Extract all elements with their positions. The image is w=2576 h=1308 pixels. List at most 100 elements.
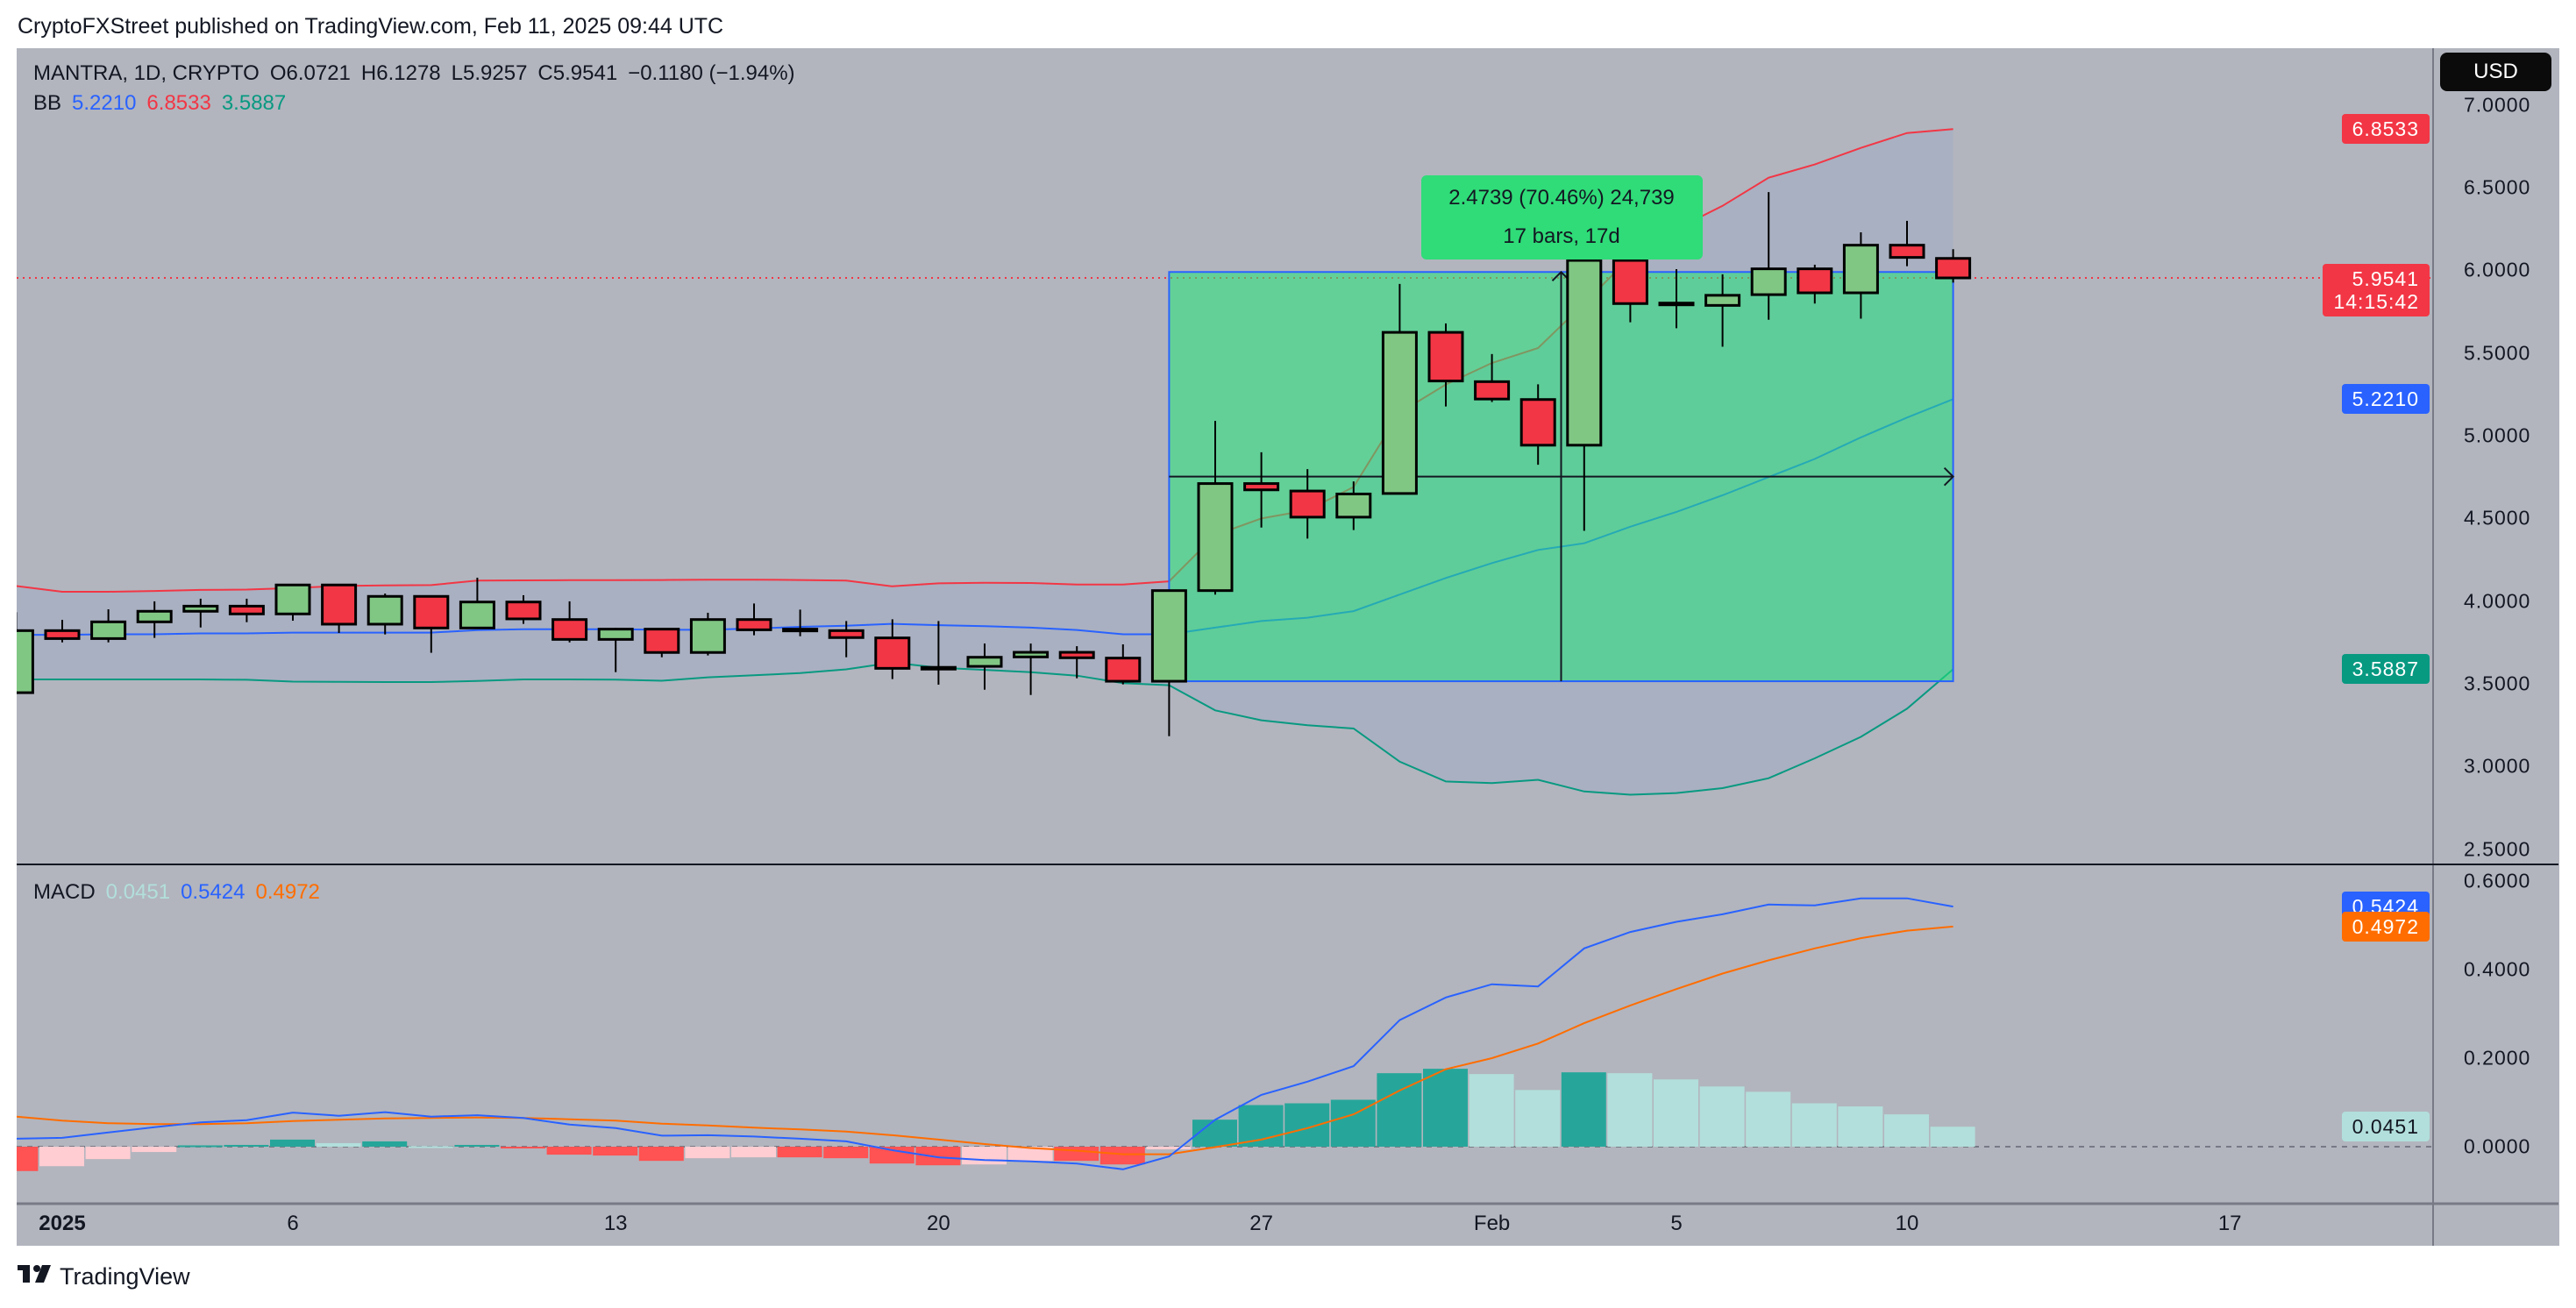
candle-body-down bbox=[644, 628, 680, 654]
candle-body-up bbox=[90, 620, 127, 640]
macd-label[interactable]: MACD bbox=[33, 880, 96, 904]
candle bbox=[1935, 249, 1972, 283]
time-axis-tick: 20 bbox=[927, 1212, 950, 1235]
price-axis-tick: 3.0000 bbox=[2464, 754, 2531, 778]
macd-line bbox=[17, 897, 1953, 1170]
close-value: C5.9541 bbox=[537, 61, 618, 85]
price-badge: 3.5887 bbox=[2341, 654, 2430, 685]
candle-body-down bbox=[1058, 650, 1095, 659]
macd-histogram-bar bbox=[1284, 1103, 1330, 1147]
tradingview-logo-icon bbox=[18, 1262, 53, 1290]
bb-lower-value: 3.5887 bbox=[221, 91, 287, 115]
candle-body-down bbox=[1519, 398, 1556, 447]
macd-histogram-bar bbox=[1884, 1114, 1929, 1147]
macd-histogram-bar bbox=[915, 1147, 961, 1166]
candle-body-down bbox=[828, 629, 865, 639]
macd-histogram-bar bbox=[1146, 1147, 1192, 1150]
candle bbox=[1566, 229, 1603, 531]
macd-histogram-bar bbox=[1607, 1073, 1653, 1147]
candle bbox=[1658, 269, 1695, 329]
candle bbox=[1013, 643, 1050, 695]
macd-histogram-bar bbox=[270, 1139, 315, 1147]
macd-histogram-bar bbox=[685, 1147, 730, 1159]
macd-histogram-bar bbox=[362, 1141, 408, 1147]
candle-body-up bbox=[1566, 259, 1603, 447]
candle bbox=[1474, 353, 1511, 402]
candle-body-down bbox=[736, 618, 772, 631]
macd-histogram-bar bbox=[224, 1144, 269, 1147]
candle bbox=[1289, 469, 1326, 539]
candle bbox=[182, 598, 219, 628]
price-axis-tick: 6.0000 bbox=[2464, 258, 2531, 281]
macd-histogram-bar bbox=[1192, 1120, 1237, 1147]
candle bbox=[321, 583, 358, 633]
change-value: −0.1180 (−1.94%) bbox=[628, 61, 795, 85]
candle bbox=[90, 608, 127, 643]
macd-histogram-bar bbox=[1469, 1074, 1514, 1147]
price-axis-tick: 6.5000 bbox=[2464, 175, 2531, 199]
candle bbox=[966, 643, 1003, 690]
candle bbox=[1842, 231, 1879, 319]
candle-body-down bbox=[782, 628, 819, 633]
candle-body-up bbox=[1842, 244, 1879, 295]
candle-body-down bbox=[551, 618, 588, 641]
candle-body-down bbox=[228, 604, 265, 615]
currency-button[interactable]: USD bbox=[2440, 53, 2551, 91]
arrow-right-icon bbox=[1943, 466, 1955, 487]
macd-histogram-bar bbox=[638, 1147, 684, 1162]
badge-value: 6.8533 bbox=[2352, 117, 2419, 141]
candle bbox=[1519, 384, 1556, 466]
candle-body-up bbox=[1150, 589, 1187, 683]
candle bbox=[1889, 220, 1925, 267]
open-value: O6.0721 bbox=[269, 61, 351, 85]
high-value: H6.1278 bbox=[360, 61, 441, 85]
candle-body-down bbox=[1105, 657, 1142, 683]
macd-histogram-bar bbox=[454, 1144, 500, 1147]
candle-body-up bbox=[1658, 302, 1695, 307]
macd-histogram-bar bbox=[85, 1147, 131, 1160]
macd-histogram-bar bbox=[1654, 1079, 1698, 1147]
candle-body-up bbox=[1197, 482, 1234, 593]
bb-basis-value: 5.2210 bbox=[72, 91, 137, 115]
candle bbox=[1797, 264, 1833, 304]
macd-histogram-bar bbox=[1099, 1147, 1145, 1165]
price-axis-tick: 5.5000 bbox=[2464, 341, 2531, 365]
candle bbox=[644, 628, 680, 658]
badge-value: 5.9541 bbox=[2352, 267, 2419, 290]
macd-histogram-bar bbox=[501, 1147, 545, 1149]
symbol-legend: MANTRA, 1D, CRYPTO O6.0721 H6.1278 L5.9257 C… bbox=[33, 61, 806, 86]
candle-body-down bbox=[44, 629, 81, 640]
badge-value: 5.2210 bbox=[2352, 387, 2419, 411]
candle-body-down bbox=[321, 583, 358, 626]
candle bbox=[597, 628, 634, 672]
candle-body-up bbox=[1750, 267, 1787, 296]
candle-body-down bbox=[874, 636, 911, 670]
candle-body-down bbox=[1289, 489, 1326, 519]
price-axis-tick: 2.5000 bbox=[2464, 837, 2531, 861]
measure-label[interactable]: 2.4739 (70.46%) 24,739 17 bars, 17d bbox=[1420, 175, 1703, 259]
badge-value: 0.0451 bbox=[2352, 1115, 2419, 1139]
candle bbox=[1335, 481, 1372, 530]
macd-histogram-bar bbox=[177, 1145, 223, 1148]
macd-histogram-bar bbox=[1561, 1072, 1606, 1147]
candle-body-up bbox=[459, 601, 495, 629]
candle-body-up bbox=[136, 609, 173, 623]
candle bbox=[1058, 646, 1095, 679]
brand-name: TradingView bbox=[60, 1262, 190, 1290]
candle-body-up bbox=[17, 629, 34, 694]
candle-body-down bbox=[1243, 482, 1280, 492]
footer-brand[interactable]: TradingView bbox=[18, 1262, 190, 1290]
candle bbox=[413, 594, 450, 653]
macd-signal-value: 0.4972 bbox=[255, 880, 320, 904]
low-value: L5.9257 bbox=[451, 61, 528, 85]
candle bbox=[366, 594, 403, 635]
bb-label[interactable]: BB bbox=[33, 91, 62, 115]
symbol-label[interactable]: MANTRA, 1D, CRYPTO bbox=[33, 61, 260, 85]
candle-body-down bbox=[1797, 267, 1833, 295]
price-pane[interactable] bbox=[0, 128, 2433, 796]
time-axis-tick: 27 bbox=[1249, 1212, 1273, 1235]
macd-pane[interactable] bbox=[0, 897, 2433, 1171]
candle bbox=[505, 594, 542, 624]
macd-histogram-bar bbox=[1515, 1090, 1561, 1147]
